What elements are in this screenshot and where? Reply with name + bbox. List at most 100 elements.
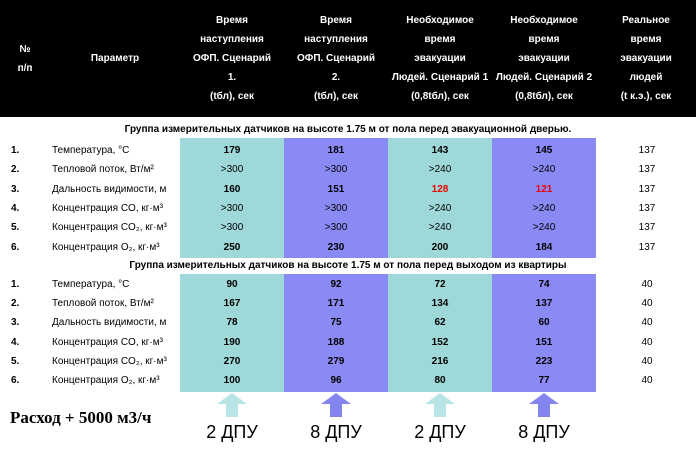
table-cell: 160: [223, 183, 241, 195]
table-cell: 270: [223, 355, 241, 367]
table-cell: 216: [431, 355, 449, 367]
row-parameter: Концентрация O₂, кг·м³: [52, 241, 160, 253]
row-parameter: Концентрация CO₂, кг·м³: [52, 222, 167, 234]
real-time-cell: 40: [641, 355, 653, 367]
table-cell: 151: [327, 183, 345, 195]
table-cell: >240: [428, 164, 452, 176]
header-col3: Необходимое время эвакуации Людей. Сцена…: [391, 15, 489, 102]
table-cell: 77: [538, 375, 550, 386]
header-num: № п/п: [17, 43, 33, 74]
header-col1: Время наступления ОФП. Сценарий 1. (tбл)…: [193, 15, 271, 102]
arrow-up-icon: [321, 393, 351, 417]
table-cell: 250: [223, 241, 241, 253]
row-parameter: Тепловой поток, Вт/м²: [52, 164, 154, 176]
header-col5: Реальное время эвакуации людей (t к.э.),…: [620, 15, 672, 102]
row-parameter: Концентрация CO, кг·м³: [52, 202, 163, 214]
table-cell: 279: [327, 355, 345, 367]
real-time-cell: 40: [641, 317, 653, 329]
real-time-cell: 137: [638, 164, 656, 176]
row-number: 3.: [11, 317, 20, 329]
col3-bg-group2: [388, 274, 492, 392]
table-cell: 134: [431, 298, 449, 310]
table-cell: >240: [428, 202, 452, 214]
table-cell: 167: [223, 298, 241, 310]
table-cell: 60: [538, 317, 550, 329]
table-cell: 151: [535, 336, 553, 348]
table-cell: 75: [330, 317, 342, 329]
table-cell: 188: [327, 336, 345, 348]
row-parameter: Концентрация CO, кг·м³: [52, 336, 163, 348]
col4-bg-group2: [492, 274, 596, 392]
row-parameter: Дальность видимости, м: [52, 183, 167, 195]
arrow-up-icon: [529, 393, 559, 417]
table-cell: >240: [532, 222, 556, 234]
table-cell: 184: [535, 241, 553, 253]
dpu-label: 8 ДПУ: [310, 422, 362, 442]
col1-bg-group2: [180, 274, 284, 392]
table-cell: >300: [324, 164, 348, 176]
dpu-label: 2 ДПУ: [206, 422, 258, 442]
row-parameter: Дальность видимости, м: [52, 317, 167, 329]
table-cell: 137: [535, 298, 553, 310]
arrow-up-icon: [217, 393, 247, 417]
table-cell: 121: [535, 183, 553, 195]
table-cell: 143: [431, 145, 449, 156]
table-cell: >240: [428, 222, 452, 234]
row-number: 6.: [11, 375, 20, 386]
real-time-cell: 40: [641, 375, 653, 386]
real-time-cell: 40: [641, 298, 653, 310]
table-cell: 90: [226, 279, 238, 290]
table-cell: 96: [330, 375, 342, 386]
table-cell: 145: [535, 145, 553, 156]
col3-bg-group1: [388, 138, 492, 258]
table-cell: 128: [431, 183, 449, 195]
table-cell: 100: [223, 375, 241, 386]
table-cell: >300: [220, 222, 244, 234]
row-number: 3.: [11, 183, 20, 195]
row-number: 4.: [11, 336, 20, 348]
dpu-label: 8 ДПУ: [518, 422, 570, 442]
table-cell: 181: [327, 145, 345, 156]
table-cell: 80: [434, 375, 446, 386]
row-parameter: Температура, °С: [52, 145, 130, 156]
header-col4: Необходимое время эвакуации Людей. Сцена…: [495, 15, 593, 102]
table-cell: >240: [532, 202, 556, 214]
table-cell: 74: [538, 279, 550, 290]
real-time-cell: 137: [638, 183, 656, 195]
row-number: 2.: [11, 164, 20, 176]
row-parameter: Концентрация CO₂, кг·м³: [52, 355, 167, 367]
flow-label: Расход + 5000 м3/ч: [10, 408, 152, 427]
table-cell: 190: [223, 336, 241, 348]
col2-bg-group1: [284, 138, 388, 258]
table-cell: 152: [431, 336, 449, 348]
real-time-cell: 137: [638, 202, 656, 214]
table-cell: 92: [330, 279, 342, 290]
real-time-cell: 40: [641, 336, 653, 348]
table-cell: >300: [324, 222, 348, 234]
row-number: 6.: [11, 241, 20, 253]
real-time-cell: 40: [641, 279, 653, 290]
table-cell: >300: [324, 202, 348, 214]
header-col2: Время наступления ОФП. Сценарий 2. (tбл)…: [297, 15, 375, 102]
table-cell: 179: [223, 145, 241, 156]
table-cell: 230: [327, 241, 345, 253]
group1-title: Группа измерительных датчиков на высоте …: [124, 124, 572, 135]
table-cell: >240: [532, 164, 556, 176]
table-cell: 223: [535, 355, 553, 367]
header-param: Параметр: [90, 53, 140, 64]
real-time-cell: 137: [638, 222, 656, 234]
row-number: 5.: [11, 222, 20, 234]
row-number: 1.: [11, 145, 20, 156]
real-time-cell: 137: [638, 145, 656, 156]
row-parameter: Концентрация O₂, кг·м³: [52, 375, 160, 386]
row-parameter: Температура, °С: [52, 279, 130, 290]
row-number: 4.: [11, 202, 20, 214]
table-cell: 72: [434, 279, 446, 290]
table-header: № п/п Параметр Время наступления ОФП. Сц…: [0, 0, 696, 117]
row-parameter: Тепловой поток, Вт/м²: [52, 298, 154, 310]
row-number: 1.: [11, 279, 20, 290]
table-cell: >300: [220, 202, 244, 214]
col4-bg-group1: [492, 138, 596, 258]
col1-bg-group1: [180, 138, 284, 258]
table-cell: 171: [327, 298, 345, 310]
